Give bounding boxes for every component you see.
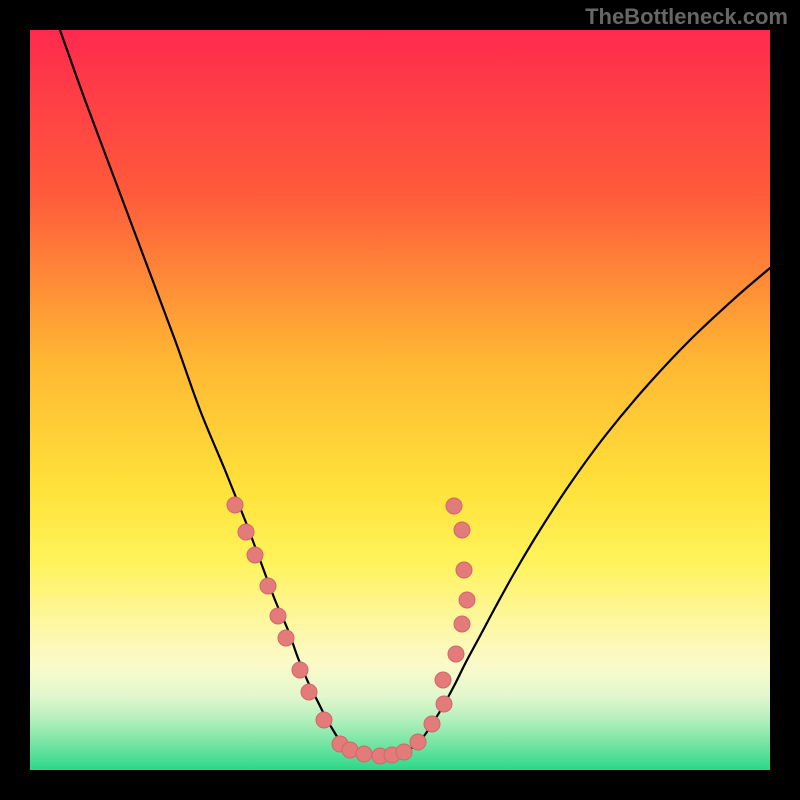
chart-frame: TheBottleneck.com <box>0 0 800 800</box>
marker-dot <box>227 497 243 513</box>
marker-dot <box>454 522 470 538</box>
marker-dot <box>454 616 470 632</box>
marker-dot <box>316 712 332 728</box>
marker-dot <box>410 734 426 750</box>
marker-dot <box>456 562 472 578</box>
marker-dot <box>436 696 452 712</box>
marker-dot <box>435 672 451 688</box>
marker-dot <box>260 578 276 594</box>
marker-dot <box>278 630 294 646</box>
marker-dot <box>301 684 317 700</box>
marker-dot <box>448 646 464 662</box>
marker-dot <box>270 608 286 624</box>
marker-dot <box>342 742 358 758</box>
marker-dot <box>396 744 412 760</box>
gradient-background <box>30 30 770 770</box>
chart-svg <box>0 0 800 800</box>
watermark-text: TheBottleneck.com <box>585 4 788 30</box>
marker-dot <box>424 716 440 732</box>
marker-dot <box>459 592 475 608</box>
marker-dot <box>238 524 254 540</box>
marker-dot <box>446 498 462 514</box>
marker-dot <box>292 662 308 678</box>
marker-dot <box>247 547 263 563</box>
marker-dot <box>356 746 372 762</box>
